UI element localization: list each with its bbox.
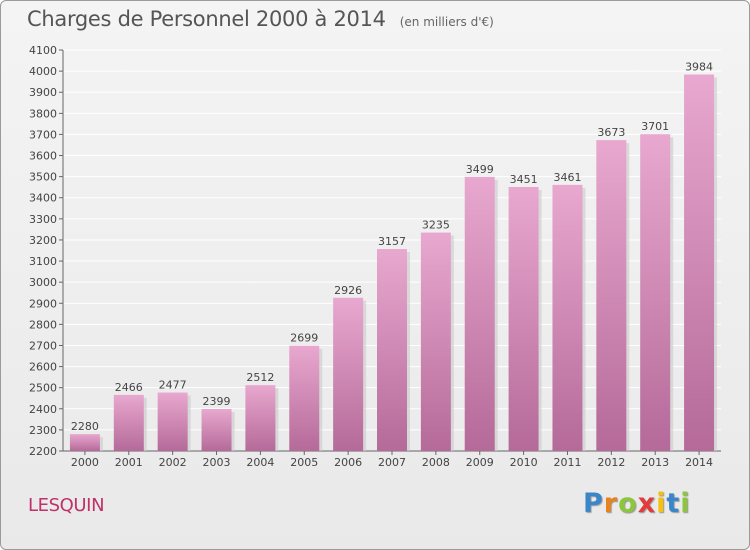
- logo-letter: r: [603, 488, 619, 519]
- x-tick-label-2013: 2013: [641, 456, 669, 469]
- y-tick-label: 3200: [29, 234, 57, 247]
- logo-letter: t: [666, 488, 681, 519]
- bar-2011: [552, 184, 583, 452]
- y-tick-label: 2400: [29, 403, 57, 416]
- y-tick-label: 2200: [29, 445, 57, 458]
- x-tick-label-2005: 2005: [290, 456, 318, 469]
- bar-2007: [377, 249, 407, 451]
- logo-letter: P: [583, 488, 604, 519]
- data-label-2013: 3701: [641, 120, 669, 133]
- y-tick-label: 2300: [29, 424, 57, 437]
- x-tick-label-2001: 2001: [115, 456, 143, 469]
- chart-subtitle: (en milliers d'€): [399, 15, 494, 29]
- y-tick-label: 2900: [29, 297, 57, 310]
- data-label-2011: 3461: [553, 171, 581, 184]
- data-label-2010: 3451: [510, 173, 538, 186]
- data-label-2003: 2399: [203, 395, 231, 408]
- y-tick-label: 3900: [29, 86, 57, 99]
- data-label-2009: 3499: [466, 163, 494, 176]
- data-label-2000: 2280: [71, 420, 99, 433]
- x-tick-labels: 2000 2001 2002 2003 2004 2005 2006 2007 2008 2009…: [71, 456, 713, 469]
- bar-2003: [201, 409, 232, 451]
- x-tick-label-2012: 2012: [597, 456, 625, 469]
- data-label-2001: 2466: [115, 381, 143, 394]
- bar-2008: [420, 232, 451, 451]
- x-tick-label-2004: 2004: [246, 456, 274, 469]
- y-tick-label: 2500: [29, 382, 57, 395]
- data-label-2006: 2926: [334, 284, 362, 297]
- x-tick-label-2014: 2014: [685, 456, 713, 469]
- data-label-2014: 3984: [685, 60, 713, 73]
- data-label-2004: 2512: [246, 371, 274, 384]
- data-labels: 2280 2466 2477 2399 2512 2699 2926 3157 3235 3499…: [71, 60, 713, 433]
- data-label-2012: 3673: [597, 126, 625, 139]
- commune-name: LESQUIN: [28, 495, 105, 516]
- data-label-2005: 2699: [290, 332, 318, 345]
- bar-2002: [157, 392, 188, 451]
- x-tick-label-2003: 2003: [203, 456, 231, 469]
- logo-letter: x: [637, 488, 657, 519]
- y-tick-label: 3300: [29, 213, 57, 226]
- logo-letter: o: [618, 488, 638, 519]
- y-tick-labels: 2200 2300 2400 2500 2600 2700 2800 2900 3000 3100…: [29, 44, 57, 458]
- bar-2014: [684, 74, 715, 451]
- y-tick-label: 3500: [29, 171, 57, 184]
- y-tick-label: 3400: [29, 192, 57, 205]
- y-tick-label: 3800: [29, 107, 57, 120]
- proxiti-logo: Proxiti: [583, 488, 691, 519]
- y-tick-label: 2700: [29, 339, 57, 352]
- bar-2004: [245, 385, 276, 451]
- x-tick-label-2011: 2011: [553, 456, 581, 469]
- x-tick-label-2000: 2000: [71, 456, 99, 469]
- y-tick-label: 2800: [29, 318, 57, 331]
- bar-2005: [289, 345, 320, 451]
- x-tick-label-2002: 2002: [159, 456, 187, 469]
- y-tick-label: 4100: [29, 44, 57, 57]
- chart-title-text: Charges de Personnel 2000 à 2014: [27, 7, 386, 31]
- bar-2012: [596, 140, 627, 451]
- x-tick-label-2006: 2006: [334, 456, 362, 469]
- x-tick-label-2008: 2008: [422, 456, 450, 469]
- data-label-2002: 2477: [159, 379, 187, 392]
- bars: [69, 74, 718, 452]
- x-tick-label-2009: 2009: [466, 456, 494, 469]
- y-tick-label: 3100: [29, 255, 57, 268]
- logo-letter: i: [680, 488, 691, 519]
- data-label-2008: 3235: [422, 219, 450, 232]
- bar-2001: [113, 394, 144, 451]
- bar-2009: [464, 176, 495, 451]
- bar-2006: [333, 297, 364, 451]
- y-tick-label: 4000: [29, 65, 57, 78]
- data-label-2007: 3157: [378, 235, 406, 248]
- logo-letter: i: [656, 488, 667, 519]
- chart-title: Charges de Personnel 2000 à 2014 (en mill…: [27, 7, 494, 31]
- y-tick-label: 2600: [29, 361, 57, 374]
- y-tick-label: 3000: [29, 276, 57, 289]
- bar-2013: [640, 134, 671, 451]
- y-tick-label: 3700: [29, 128, 57, 141]
- x-tick-label-2010: 2010: [510, 456, 538, 469]
- bar-2000: [69, 434, 100, 451]
- x-tick-label-2007: 2007: [378, 456, 406, 469]
- y-tick-label: 3600: [29, 150, 57, 163]
- bar-2010: [508, 186, 539, 452]
